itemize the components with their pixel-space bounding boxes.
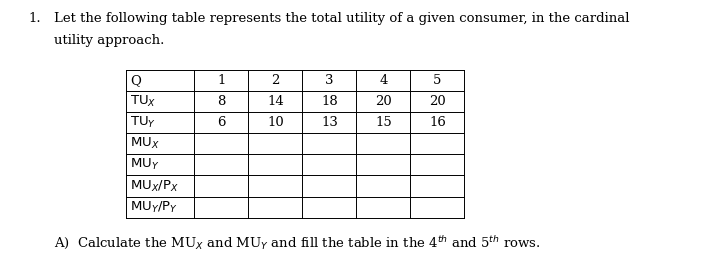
- Text: 16: 16: [429, 116, 446, 129]
- Text: $\mathrm{MU}_Y$: $\mathrm{MU}_Y$: [130, 157, 160, 172]
- Text: $\mathrm{MU}_X$: $\mathrm{MU}_X$: [130, 136, 160, 151]
- Text: $\mathrm{TU}_Y$: $\mathrm{TU}_Y$: [130, 115, 156, 130]
- Text: 15: 15: [375, 116, 392, 129]
- Text: 6: 6: [217, 116, 225, 129]
- Text: 14: 14: [267, 95, 284, 108]
- Text: 3: 3: [325, 74, 333, 87]
- Text: $\mathrm{MU}_Y/\mathrm{P}_Y$: $\mathrm{MU}_Y/\mathrm{P}_Y$: [130, 200, 179, 215]
- Text: 5: 5: [433, 74, 441, 87]
- Text: $\mathrm{MU}_X/\mathrm{P}_X$: $\mathrm{MU}_X/\mathrm{P}_X$: [130, 179, 179, 194]
- Text: 8: 8: [217, 95, 225, 108]
- Text: 10: 10: [267, 116, 284, 129]
- Text: 4: 4: [379, 74, 387, 87]
- Text: 18: 18: [321, 95, 338, 108]
- Text: utility approach.: utility approach.: [54, 34, 164, 46]
- Text: 20: 20: [429, 95, 446, 108]
- Text: 1.: 1.: [29, 12, 42, 25]
- Text: A)  Calculate the MU$_X$ and MU$_Y$ and fill the table in the 4$^{th}$ and 5$^{t: A) Calculate the MU$_X$ and MU$_Y$ and f…: [54, 235, 541, 252]
- Text: 1: 1: [217, 74, 225, 87]
- Text: Let the following table represents the total utility of a given consumer, in the: Let the following table represents the t…: [54, 12, 629, 25]
- Text: 13: 13: [321, 116, 338, 129]
- Text: $\mathrm{TU}_X$: $\mathrm{TU}_X$: [130, 94, 157, 109]
- Text: Q: Q: [130, 74, 141, 87]
- Text: 2: 2: [271, 74, 279, 87]
- Text: 20: 20: [375, 95, 392, 108]
